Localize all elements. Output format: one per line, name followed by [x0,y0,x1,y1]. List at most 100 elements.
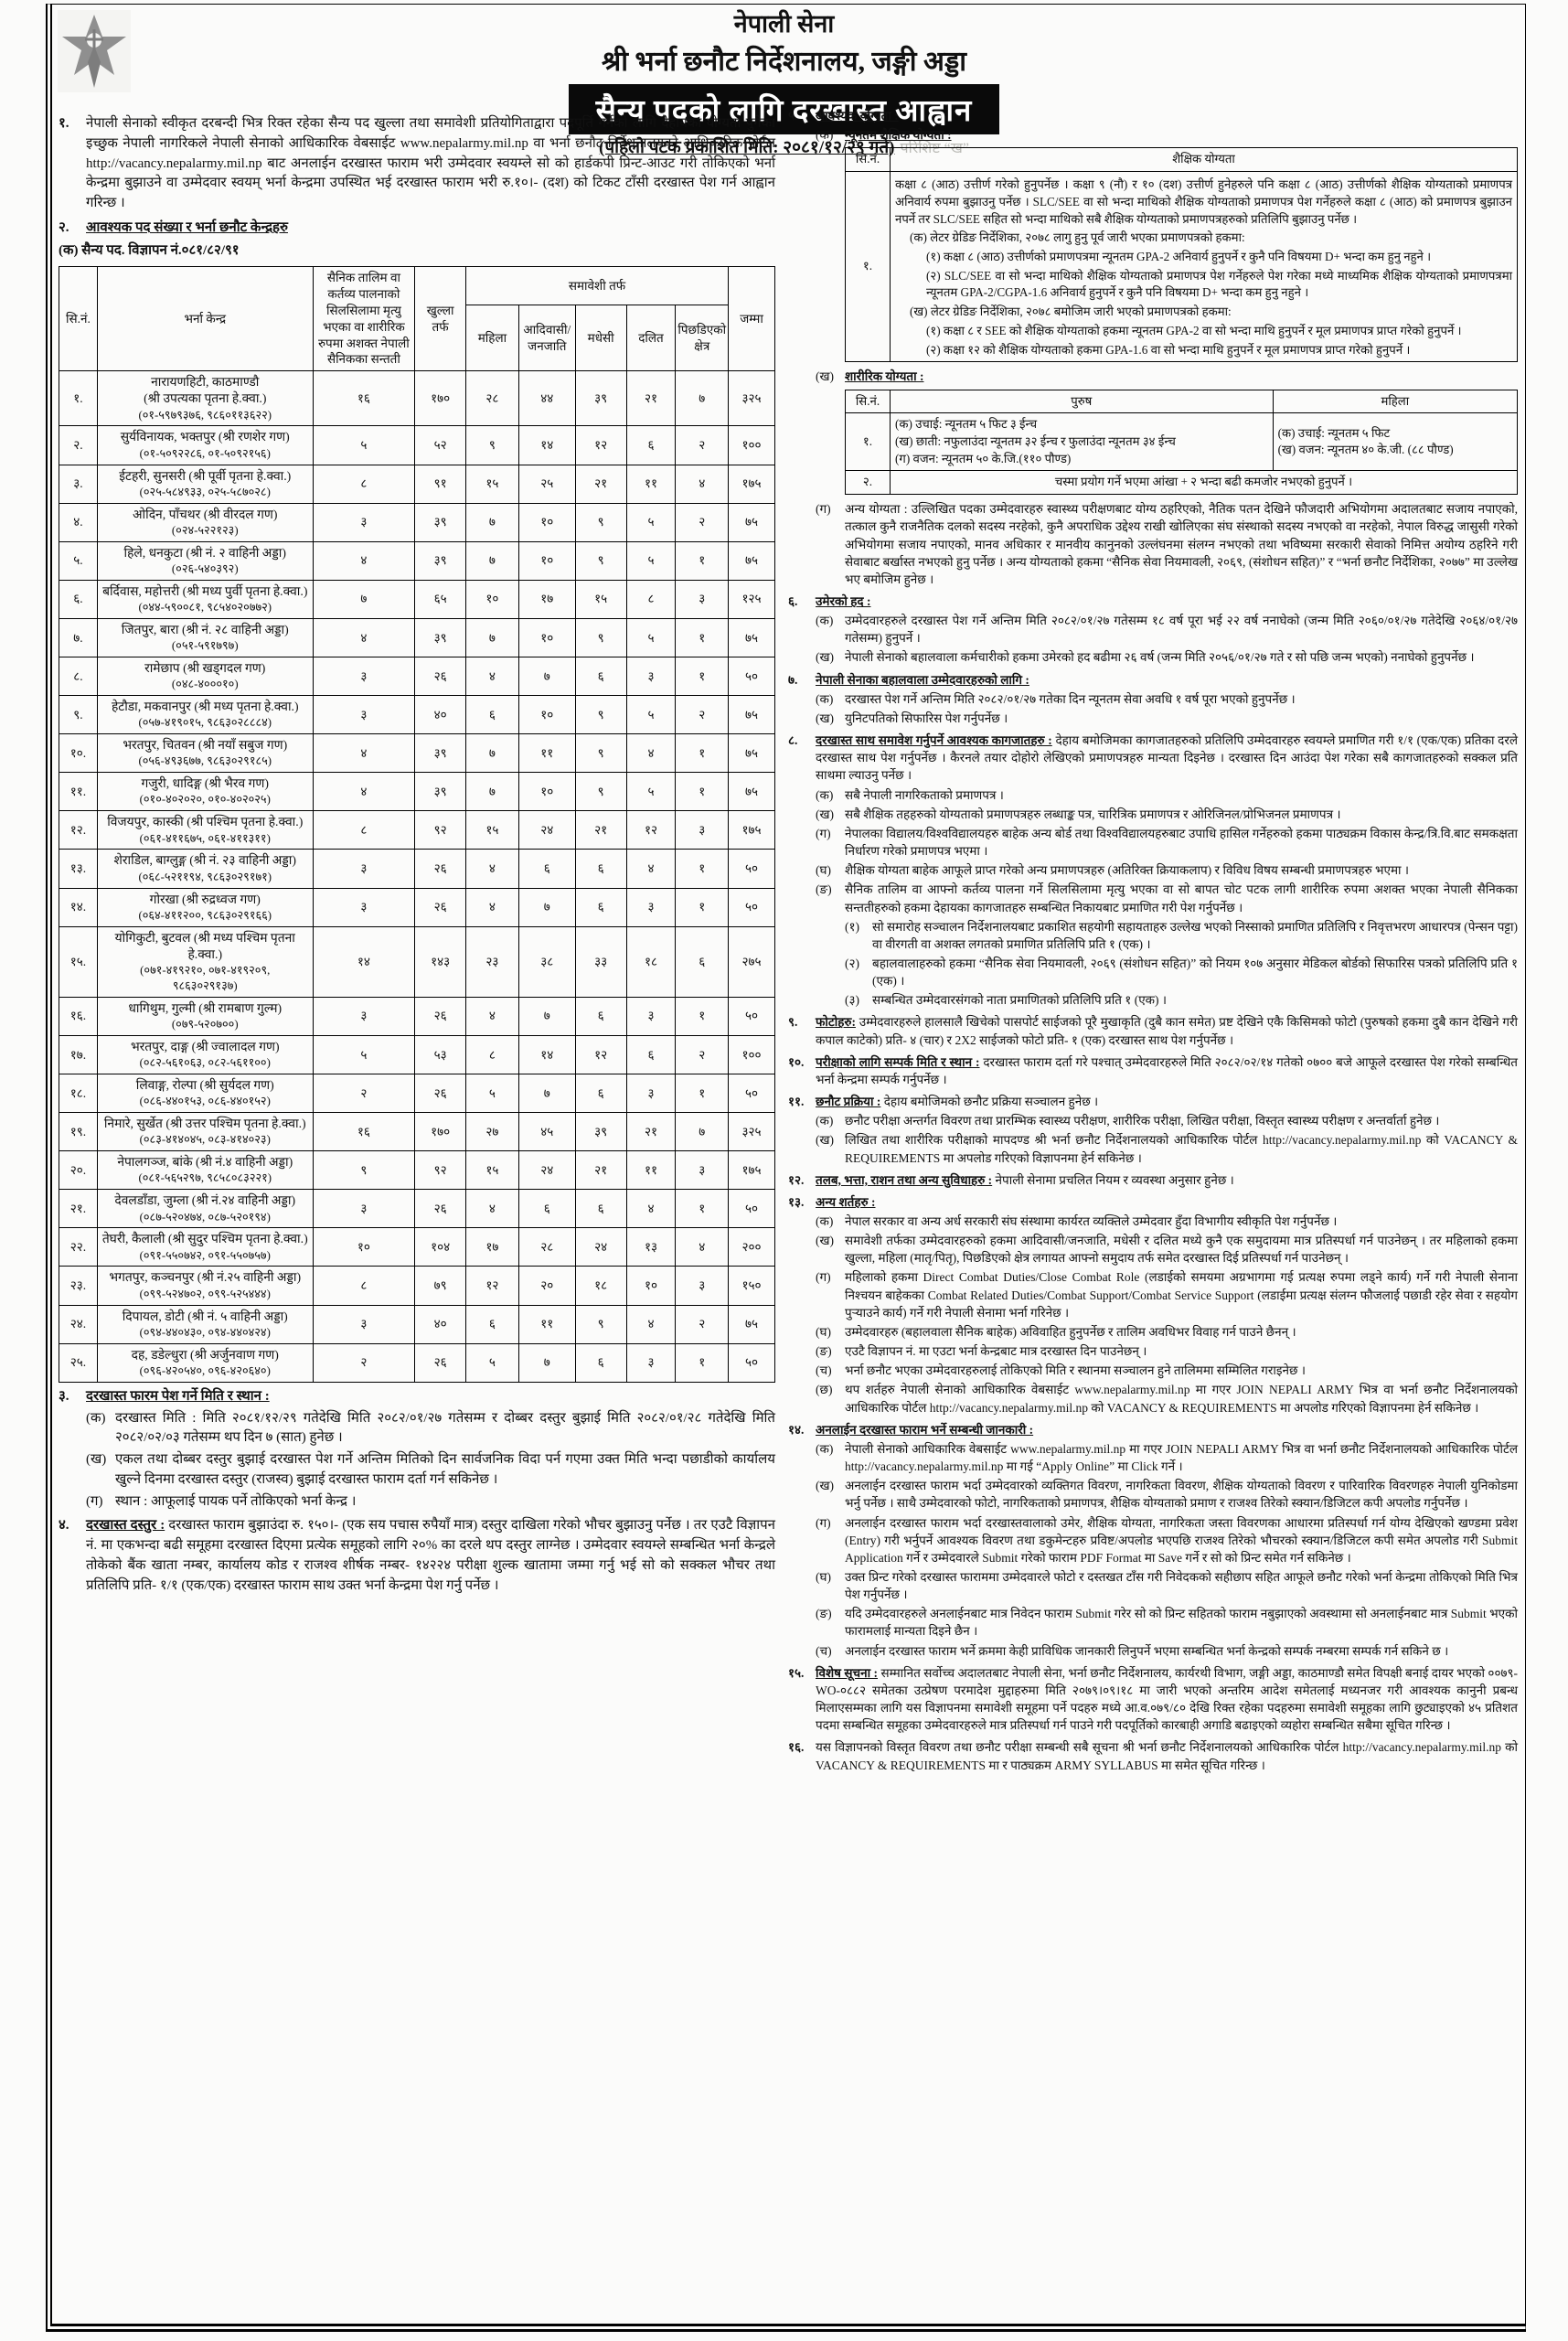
quota-value: ७५ [728,617,775,657]
directorate-title: श्री भर्ना छनौट निर्देशनालय, जङ्गी अड्डा [602,47,966,77]
clause-body: एउटै विज्ञापन नं. मा एउटा भर्ना केन्द्रब… [845,1342,1518,1360]
quota-value: ३९ [414,772,466,812]
clause-body: अनलाईन दरखास्त फाराम भर्दा उम्मेदवारको व… [845,1477,1518,1512]
quota-value: १४३ [414,925,466,998]
quota-value: १५ [465,810,519,850]
left-column: १. नेपाली सेनाको स्वीकृत दरबन्दी भित्र रि… [59,110,775,1596]
clause-item: (१) सो समारोह सञ्चालन निर्देशनालयबाट प्रक… [845,918,1518,953]
section-title: नेपाली सेनाका बहालवाला उम्मेदवारहरुको ला… [816,672,1029,687]
quota-value: २०० [728,1227,775,1267]
quota-value: ३ [312,996,416,1036]
row-serial: २. [845,470,891,496]
section-number: ८. [788,733,798,748]
clause-body: युनिटपतिको सिफारिस पेश गर्नुपर्नेछ । [845,710,1518,727]
clause-label: (क) [816,1441,834,1456]
quota-value: ४ [625,1189,677,1229]
section-title: दरखास्त साथ समावेश गर्नुपर्ने आवश्यक काग… [816,733,1052,748]
clause-item: (ख) अनलाईन दरखास्त फाराम भर्दा उम्मेदवारक… [816,1477,1518,1512]
clause-label: (ख) [86,1452,107,1468]
center-phone: ९८६३०२९१३७) [172,978,238,992]
clause-text: सबै नेपाली नागरिकताको प्रमाणपत्र । [845,787,1004,802]
quota-value: १६ [312,370,416,427]
clause-text: छनौट परीक्षा अन्तर्गत विवरण तथा प्रारम्भ… [845,1114,1440,1128]
clause-text: न्यूनतम शैक्षिक योग्यता : [845,128,952,143]
section-number: ४. [59,1518,69,1534]
quota-value: १०४ [414,1227,466,1267]
quota-value: १७० [414,370,466,427]
center-phone: (०९६-४२०५४०, ०९६-४२०६४०) [139,1363,271,1377]
criteria-line: (ख) वजन: न्यूनतम ४० के.जी. (८८ पौण्ड) [1277,443,1454,457]
table-row: ६. बर्दिवास, महोत्तरी (श्री मध्य पुर्वी प… [59,579,775,619]
quota-value: ३ [312,849,416,889]
quota-value: १ [675,772,730,812]
quota-value: २७५ [728,925,775,998]
male-criteria-cell: (क) उचाई: न्यूनतम ५ फिट ३ ईन्च (ख) छाती: … [890,412,1274,472]
clause-body: भर्ना छनौट भएका उम्मेदवारहरुलाई तोकिएको … [845,1362,1518,1379]
quota-value: ९ [574,502,627,542]
education-paragraph: (१) कक्षा ८ र SEE को शैक्षिक योग्यताको ह… [926,323,1462,337]
section-title: दरखास्त दस्तुर : [86,1518,165,1534]
quota-value: ७५ [728,540,775,581]
quota-value: १० [517,617,576,657]
notice-section: ९. फोटोहरु: उम्मेदवारहरुले हालसालै खिचेको… [788,1013,1518,1048]
center-name: धागिथुम, गुल्मी (श्री रामबाण गुल्म) [128,1000,283,1015]
quota-value: २४ [517,810,576,850]
criteria-line: (क) उचाई: न्यूनतम ५ फिट ३ ईन्च [895,417,1038,432]
quota-value: ६ [465,1304,519,1344]
quota-value: ९ [574,540,627,581]
clause-item: (घ) शैक्षिक योग्यता बाहेक आफूले प्राप्त ग… [816,861,1518,879]
section-title: दरखास्त फारम पेश गर्ने मिति र स्थान : [86,1388,270,1404]
center-name: जितपुर, बारा (श्री नं. २८ वाहिनी अड्डा) [121,622,289,636]
row-serial: ३. [59,464,98,504]
quota-value: २६ [414,849,466,889]
clause-item: (क) छनौट परीक्षा अन्तर्गत विवरण तथा प्रार… [816,1112,1518,1129]
clause-item: (ख) लिखित तथा शारीरिक परीक्षाको मापदण्ड श… [816,1131,1518,1166]
quota-value: ६ [574,996,627,1036]
center-cell: विजयपुर, कास्की (श्री पश्चिम पृतना हे.क्… [96,810,314,850]
center-cell: हेटौडा, मकवानपुर (श्री मध्य पृतना हे.क्व… [96,695,314,735]
quota-value: ४ [465,656,519,697]
center-cell: निमारे, सुर्खेत (श्री उत्तर पश्चिम पृतना… [96,1112,314,1152]
column-header: आदिवासी/ जनजाति [517,305,576,372]
education-paragraph: (ख) लेटर ग्रेडिङ निर्देशिका, २०७८ बमोजिम… [910,305,1232,319]
quota-value: ६ [574,1074,627,1114]
quota-value: ७५ [728,772,775,812]
quota-value: ४० [414,1304,466,1344]
center-phone: (०४८-४०००१०) [171,678,239,691]
quota-value: ३ [625,996,677,1036]
section-number: १३. [788,1194,805,1209]
center-name: ओदिन, पाँचथर (श्री वीरदल गण) [133,507,278,521]
center-cell: हिले, धनकुटा (श्री नं. २ वाहिनी अड्डा) (०… [96,540,314,581]
quota-value: ७ [465,540,519,581]
section-number: १६. [788,1740,805,1755]
quota-value: १५० [728,1266,775,1306]
army-title: नेपाली सेना [733,10,835,37]
quota-value: २१ [574,810,627,850]
quota-value: ४ [625,733,677,774]
quota-value: ३ [675,579,730,619]
education-qualification-table: सि.नं. शैक्षिक योग्यता १. कक्षा ८ (आठ) उत्त… [845,147,1518,363]
clause-label: (च) [816,1643,832,1658]
quota-value: ११ [517,1304,576,1344]
table-row: १. नारायणहिटी, काठमाण्डौ (श्री उपत्यका पृत… [59,370,775,427]
quota-value: ६५ [414,579,466,619]
row-serial: २५. [59,1342,98,1383]
clause-label: (ख) [816,1479,835,1493]
clause-body: शैक्षिक योग्यता बाहेक आफूले प्राप्त गरेक… [845,861,1518,879]
quota-value: ४४ [517,370,576,427]
table-row: १९. निमारे, सुर्खेत (श्री उत्तर पश्चिम पृ… [59,1112,775,1152]
quota-value: १२ [625,810,677,850]
center-phone: (०८२-५६१०६३, ०८२-५६११००) [139,1056,271,1070]
clause-text: सैनिक तालिम वा आफ्नो कर्तव्य पालना गर्ने… [845,882,1518,914]
education-detail-cell: कक्षा ८ (आठ) उत्तीर्ण गरेको हुनुपर्नेछ ।… [890,171,1518,363]
clause-label: (घ) [816,1569,831,1584]
quota-value: ५० [728,849,775,889]
section-title: अन्य शर्तहरु : [816,1194,876,1209]
notice-section: ८. दरखास्त साथ समावेश गर्नुपर्ने आवश्यक क… [788,732,1518,1009]
clause-item: (ग) अन्य योग्यता : उल्लिखित पदका उम्मेदवा… [816,500,1518,588]
column-header: महिला [1272,389,1519,414]
center-phone: (०६४-४११२००, ९८६३०२९१६६) [138,908,272,922]
clause-body: अन्य योग्यता : उल्लिखित पदका उम्मेदवारहर… [845,500,1518,588]
quota-value: ६ [517,849,576,889]
